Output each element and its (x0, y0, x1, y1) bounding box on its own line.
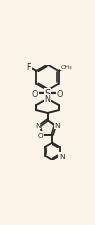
Text: CH₃: CH₃ (61, 65, 72, 70)
Text: O: O (32, 90, 38, 99)
Text: O: O (38, 132, 44, 138)
Text: F: F (27, 63, 31, 72)
Text: N: N (35, 123, 40, 129)
Text: O: O (57, 90, 63, 99)
Text: N: N (59, 153, 64, 159)
Text: N: N (45, 95, 50, 104)
Text: N: N (55, 123, 60, 129)
Text: S: S (44, 89, 51, 99)
